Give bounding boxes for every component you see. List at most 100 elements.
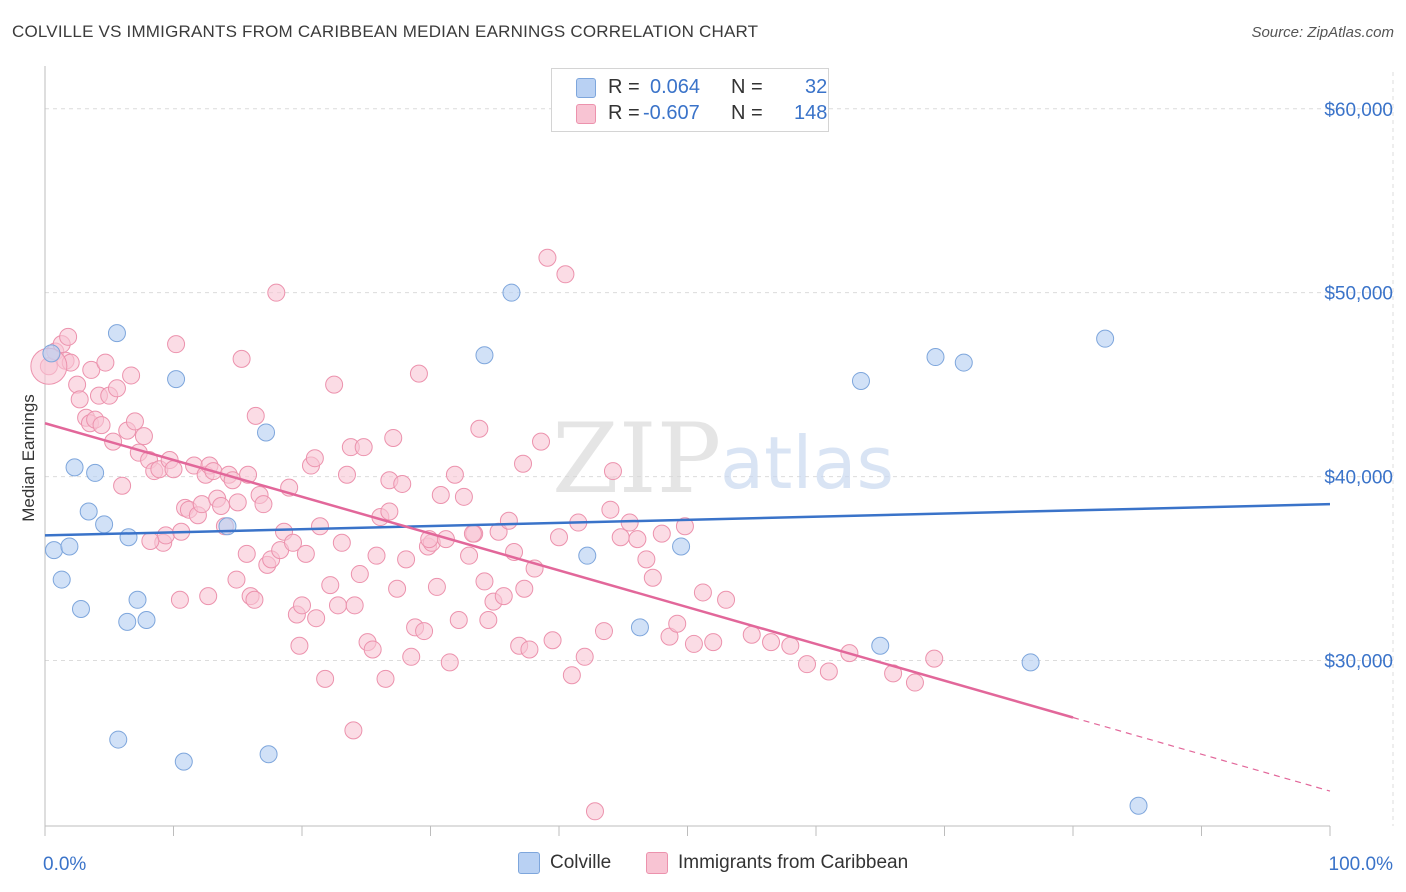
colville-point <box>1021 653 1040 672</box>
legend-r-value: -0.607 <box>643 102 700 124</box>
y-tick-label: $40,000 <box>1324 468 1393 489</box>
caribbean-point <box>82 360 101 379</box>
caribbean-point <box>245 590 264 609</box>
colville-point <box>1129 796 1148 815</box>
caribbean-point <box>96 353 115 372</box>
caribbean-point <box>693 583 712 602</box>
caribbean-point <box>337 465 356 484</box>
colville-point <box>42 344 61 363</box>
caribbean-point <box>460 546 479 565</box>
colville-point <box>257 423 276 442</box>
caribbean-point <box>819 662 838 681</box>
caribbean-point <box>293 596 311 615</box>
colville-point <box>926 348 945 367</box>
caribbean-point <box>415 622 434 641</box>
caribbean-point <box>550 528 568 547</box>
colville-point <box>119 528 138 547</box>
caribbean-point <box>393 474 412 493</box>
caribbean-point <box>307 609 326 628</box>
caribbean-point <box>164 460 183 479</box>
caribbean-point <box>643 568 662 587</box>
colville-point <box>851 371 870 390</box>
caribbean-point <box>332 533 351 552</box>
watermark-zip: ZIP <box>552 403 721 515</box>
colville-point <box>95 515 114 534</box>
colville-trend-line <box>44 502 1331 537</box>
colville-point <box>44 541 63 560</box>
legend-swatch-pink <box>576 104 596 124</box>
caribbean-point <box>515 579 534 598</box>
caribbean-point <box>585 802 604 821</box>
x-tick-label: 100.0% <box>1329 854 1394 875</box>
caribbean-trend-line-extrapolated <box>1072 716 1331 792</box>
caribbean-point <box>316 669 335 688</box>
colville-point <box>475 346 494 365</box>
caribbean-point <box>328 596 347 615</box>
caribbean-point <box>113 476 132 495</box>
colville-point <box>954 353 973 372</box>
colville-point <box>79 502 98 521</box>
caribbean-point <box>514 454 533 473</box>
caribbean-point <box>267 283 286 302</box>
caribbean-point <box>925 649 944 668</box>
watermark: ZIP atlas <box>552 403 894 515</box>
caribbean-point <box>594 622 613 641</box>
bottom-legend-swatch-blue <box>518 852 540 874</box>
caribbean-point <box>68 375 87 394</box>
colville-point <box>118 612 137 631</box>
caribbean-point <box>107 379 126 398</box>
colville-point <box>578 546 597 565</box>
caribbean-trend-line <box>44 422 1074 719</box>
caribbean-point <box>440 653 459 672</box>
colville-point <box>672 537 691 556</box>
caribbean-point <box>652 524 671 543</box>
colville-point <box>52 570 71 589</box>
caribbean-point <box>344 721 363 740</box>
caribbean-point <box>543 631 562 650</box>
caribbean-point <box>305 449 324 468</box>
caribbean-point <box>402 647 421 666</box>
trend-lines <box>44 422 1331 792</box>
caribbean-point <box>798 655 817 674</box>
colville-point <box>630 618 649 637</box>
caribbean-point <box>232 349 251 368</box>
caribbean-point <box>532 432 551 451</box>
caribbean-point <box>704 633 723 652</box>
x-tick-label: 0.0% <box>43 854 86 875</box>
caribbean-point <box>479 611 498 630</box>
caribbean-point <box>717 590 736 609</box>
colville-point <box>502 283 521 302</box>
y-tick-label: $50,000 <box>1324 284 1393 305</box>
caribbean-point <box>212 497 231 516</box>
legend-n-value: 32 <box>805 76 828 98</box>
watermark-atlas: atlas <box>720 421 894 505</box>
legend-r-label: R = <box>608 76 640 98</box>
colville-point <box>137 611 156 630</box>
caribbean-point <box>350 565 369 584</box>
caribbean-point <box>470 419 489 438</box>
legend-swatch-blue <box>576 78 596 98</box>
caribbean-point <box>684 634 703 653</box>
caribbean-point <box>70 390 89 409</box>
caribbean-point <box>345 596 364 615</box>
caribbean-point <box>668 614 687 633</box>
caribbean-point <box>125 412 144 431</box>
caribbean-point <box>397 550 416 569</box>
caribbean-point <box>637 550 656 569</box>
colville-point <box>259 745 278 764</box>
caribbean-point <box>762 633 781 652</box>
colville-point <box>109 730 128 749</box>
colville-point <box>1096 329 1115 348</box>
caribbean-point <box>562 666 581 685</box>
caribbean-point <box>499 511 518 530</box>
caribbean-point <box>376 669 395 688</box>
caribbean-point <box>122 366 141 385</box>
legend-r-value: 0.064 <box>650 76 701 98</box>
caribbean-point <box>141 531 160 550</box>
caribbean-point <box>227 570 246 589</box>
caribbean-point <box>575 647 594 666</box>
caribbean-point <box>325 375 344 394</box>
chart-title: COLVILLE VS IMMIGRANTS FROM CARIBBEAN ME… <box>12 22 759 41</box>
colville-point <box>128 590 147 609</box>
